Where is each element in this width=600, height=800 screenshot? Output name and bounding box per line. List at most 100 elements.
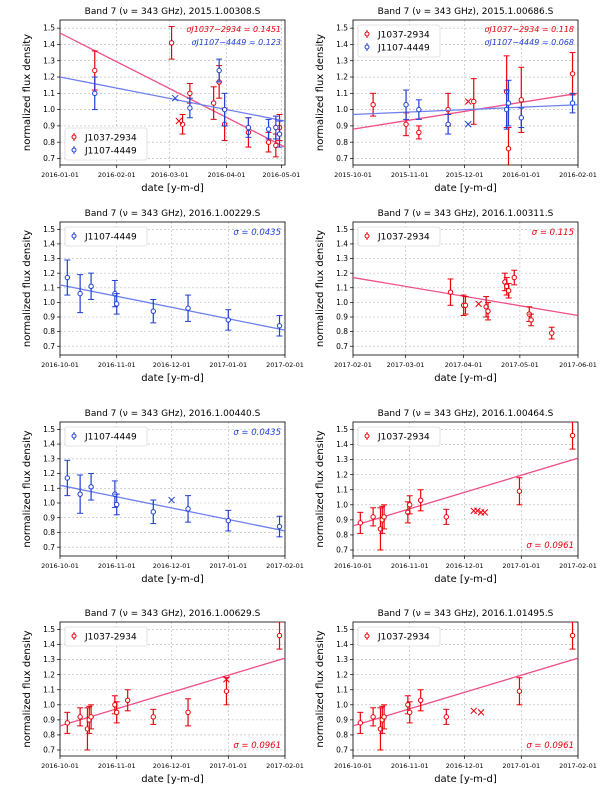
fit-line-j1107-4449 (60, 76, 285, 122)
y-tick-label: 1.5 (336, 425, 348, 434)
data-point (471, 98, 477, 105)
x-axis-label: date [y-m-d] (141, 373, 204, 384)
data-point (370, 102, 376, 108)
y-tick-label: 1.0 (43, 298, 55, 307)
x-tick-label: 2016-12-01 (153, 762, 191, 770)
sigma-label: σJ1107−4449 = 0.068 (484, 38, 574, 47)
y-tick-label: 0.7 (43, 154, 55, 163)
y-tick-label: 0.7 (43, 746, 55, 755)
y-tick-label: 1.2 (336, 670, 348, 679)
sigma-label: σJ1107−4449 = 0.123 (191, 38, 281, 47)
excluded-point (475, 300, 482, 308)
y-tick-label: 1.2 (336, 269, 348, 278)
chart-title: Band 7 (ν = 343 GHz), 2016.1.01495.S (378, 609, 554, 619)
legend: J1037-2934 (64, 626, 148, 647)
x-axis-label: date [y-m-d] (434, 373, 497, 384)
data-point (569, 432, 576, 439)
chart-title: Band 7 (ν = 343 GHz), 2015.1.00686.S (378, 7, 554, 17)
data-point (505, 146, 512, 152)
y-tick-label: 1.5 (336, 24, 348, 33)
y-tick-label: 1.3 (43, 655, 55, 664)
chart-title: Band 7 (ν = 343 GHz), 2016.1.00440.S (85, 409, 261, 419)
sigma-label: σ = 0.0961 (526, 541, 574, 551)
y-tick-label: 1.1 (336, 485, 348, 494)
y-tick-label: 1.5 (43, 24, 55, 33)
x-tick-label: 2017-01-01 (502, 562, 540, 570)
plot-frame (352, 421, 579, 557)
x-tick-label: 2016-10-01 (41, 762, 79, 770)
x-tick-label: 2016-12-01 (446, 562, 484, 570)
legend-marker (71, 147, 77, 153)
legend-marker (364, 31, 370, 37)
x-tick-label: 2017-03-01 (387, 361, 425, 369)
plot-area (353, 52, 578, 165)
sigma-label: σ = 0.115 (532, 228, 574, 238)
legend: J1107-4449 (64, 226, 148, 247)
y-tick-label: 0.7 (43, 543, 55, 552)
data-point (77, 491, 83, 497)
y-tick-label: 1.5 (43, 225, 55, 234)
x-tick-label: 2017-02-01 (266, 762, 304, 770)
chart-panel-2: 0.7 0.8 0.9 1.0 1.1 1.2 1.3 1.4 1.5 2015-10-01 201… (315, 7, 597, 194)
excluded-point (464, 120, 472, 128)
data-point (64, 274, 71, 281)
x-tick-label: 2016-10-01 (334, 762, 372, 770)
x-tick-label: 2016-04-01 (208, 171, 246, 179)
legend-label: J1107-4449 (84, 233, 137, 243)
excluded-point (223, 675, 230, 683)
x-tick-label: 2017-04-01 (445, 361, 483, 369)
legend-box (357, 226, 441, 247)
y-tick-label: 1.0 (336, 105, 348, 114)
data-point (273, 124, 279, 131)
x-axis-label: date [y-m-d] (434, 774, 497, 785)
fit-line-j1037-2934 (353, 457, 578, 527)
legend-box (357, 24, 441, 58)
data-point (150, 308, 156, 314)
x-tick-label: 2016-05-01 (262, 171, 300, 179)
y-tick-label: 0.8 (336, 138, 348, 147)
y-tick-label: 0.9 (336, 515, 348, 524)
y-tick-label: 1.2 (43, 670, 55, 679)
x-tick-label: 2017-05-01 (501, 361, 539, 369)
data-point (187, 90, 193, 97)
y-tick-label: 1.1 (43, 89, 55, 98)
chart-title: Band 7 (ν = 343 GHz), 2016.1.00311.S (378, 209, 554, 219)
data-point (403, 121, 409, 127)
legend-label: J1107-4449 (377, 44, 430, 54)
plot-frame (59, 621, 286, 757)
y-axis-label: normalized flux density (315, 230, 326, 347)
y-tick-label: 1.2 (43, 73, 55, 82)
chart-panel-1: 0.7 0.8 0.9 1.0 1.1 1.2 1.3 1.4 1.5 2016-01-01 201… (22, 7, 300, 194)
x-tick-label: 2016-03-01 (151, 171, 189, 179)
y-axis-label: normalized flux density (315, 430, 326, 547)
data-point (407, 502, 413, 508)
y-axis-label: normalized flux density (315, 630, 326, 747)
x-tick-label: 2016-01-01 (502, 171, 540, 179)
y-tick-label: 0.9 (43, 121, 55, 130)
data-point (447, 289, 454, 295)
y-tick-label: 1.2 (43, 269, 55, 278)
y-tick-label: 1.1 (43, 283, 55, 292)
x-axis-label: date [y-m-d] (434, 574, 497, 585)
legend-label: J1107-4449 (84, 433, 137, 443)
plot-frame (352, 19, 579, 166)
x-tick-label: 2017-02-01 (266, 562, 304, 570)
data-point (221, 106, 228, 113)
y-tick-label: 1.5 (43, 625, 55, 634)
y-tick-label: 1.2 (43, 469, 55, 478)
y-tick-label: 0.7 (336, 342, 348, 351)
x-tick-label: 2016-10-01 (334, 562, 372, 570)
x-tick-label: 2016-01-01 (41, 171, 79, 179)
y-axis-label: normalized flux density (22, 430, 33, 547)
y-tick-label: 1.0 (43, 499, 55, 508)
x-tick-label: 2017-02-01 (334, 361, 372, 369)
y-axis-label: normalized flux density (22, 34, 33, 151)
fit-line-j1107-4449 (60, 484, 285, 532)
excluded-point (481, 508, 489, 516)
data-point (88, 714, 94, 720)
data-point (516, 688, 523, 694)
y-tick-label: 1.4 (336, 640, 348, 649)
data-point (518, 97, 524, 103)
y-tick-label: 1.4 (43, 40, 55, 49)
legend-label: J1107-4449 (84, 147, 137, 157)
